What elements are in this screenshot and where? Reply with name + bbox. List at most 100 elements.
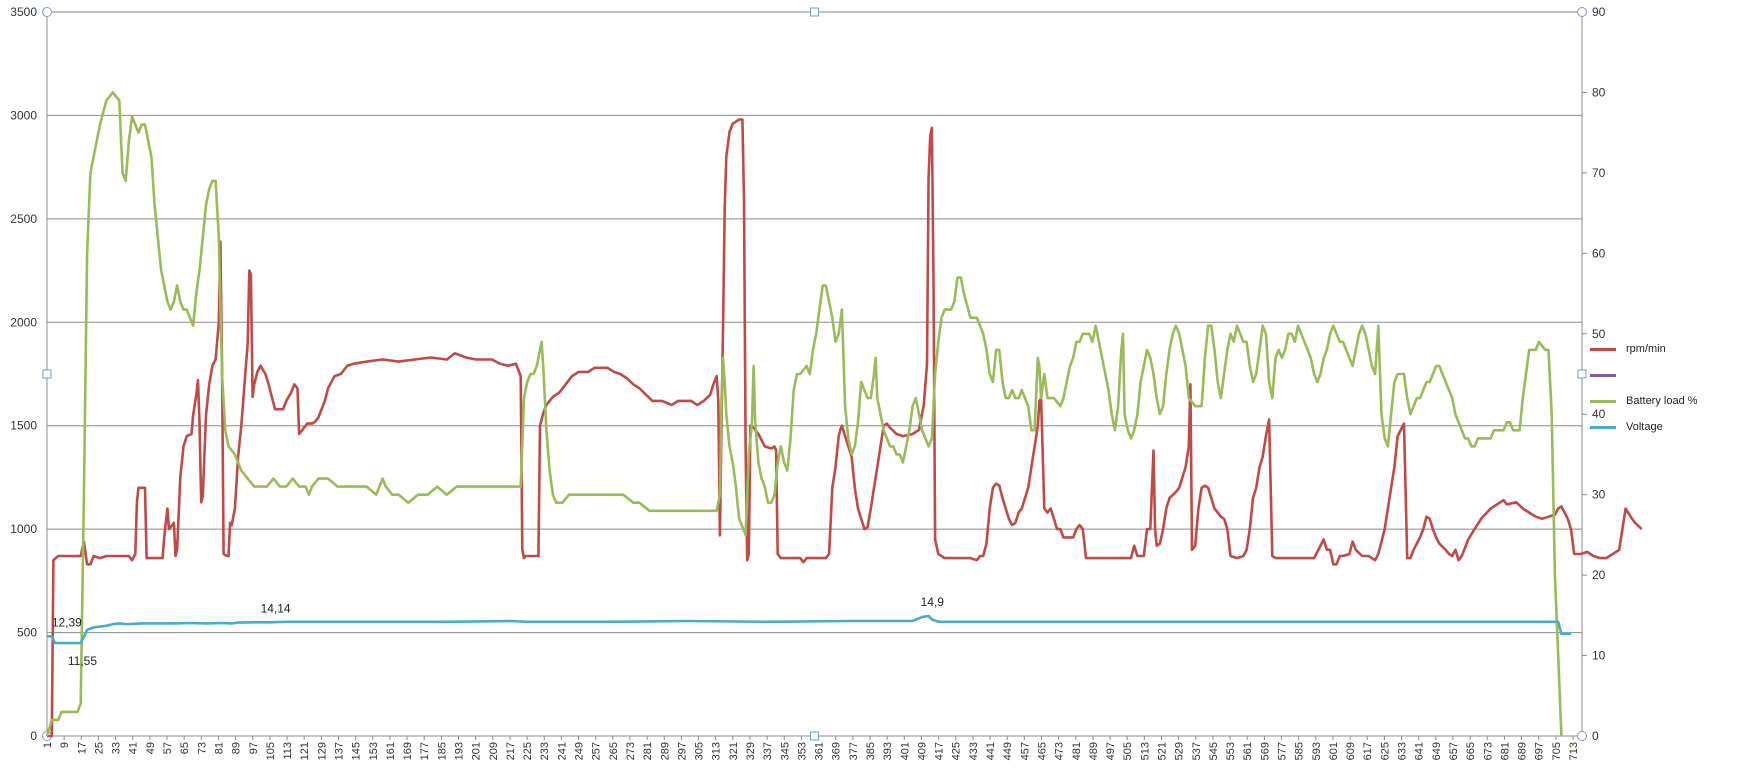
chart-edge-handle bbox=[1577, 369, 1587, 379]
x-tick-label: 545 bbox=[1208, 742, 1220, 760]
x-tick-label: 297 bbox=[676, 742, 688, 760]
x-tick-label: 281 bbox=[642, 742, 654, 760]
x-tick-label: 353 bbox=[796, 742, 808, 760]
x-tick-label: 145 bbox=[351, 742, 363, 760]
x-tick-label: 489 bbox=[1088, 742, 1100, 760]
x-tick-label: 657 bbox=[1448, 742, 1460, 760]
x-tick-label: 601 bbox=[1328, 742, 1340, 760]
x-tick-label: 329 bbox=[745, 742, 757, 760]
x-tick-label: 185 bbox=[436, 742, 448, 760]
x-tick-label: 9 bbox=[59, 742, 71, 748]
x-tick-label: 249 bbox=[574, 742, 586, 760]
y-right-tick-label: 20 bbox=[1592, 568, 1606, 582]
chart-corner-handle bbox=[1577, 7, 1587, 17]
x-tick-label: 233 bbox=[539, 742, 551, 760]
y-right-tick-label: 0 bbox=[1592, 729, 1599, 743]
x-tick-label: 393 bbox=[882, 742, 894, 760]
x-tick-label: 73 bbox=[196, 742, 208, 754]
x-tick-label: 65 bbox=[179, 742, 191, 754]
x-tick-label: 425 bbox=[951, 742, 963, 760]
x-tick-label: 337 bbox=[762, 742, 774, 760]
x-tick-label: 177 bbox=[419, 742, 431, 760]
x-tick-label: 41 bbox=[128, 742, 140, 754]
legend-swatch bbox=[1590, 373, 1616, 377]
x-tick-label: 497 bbox=[1105, 742, 1117, 760]
x-tick-label: 89 bbox=[231, 742, 243, 754]
legend-label: rpm/min bbox=[1626, 343, 1666, 355]
y-left-tick-label: 3000 bbox=[10, 108, 37, 122]
x-tick-label: 697 bbox=[1534, 742, 1546, 760]
legend-label: Voltage bbox=[1626, 421, 1663, 433]
x-tick-label: 257 bbox=[591, 742, 603, 760]
x-tick-label: 361 bbox=[814, 742, 826, 760]
series-line-voltage bbox=[47, 614, 1571, 645]
y-left-tick-label: 0 bbox=[30, 729, 37, 743]
x-tick-label: 465 bbox=[1036, 742, 1048, 760]
y-left-tick-label: 2000 bbox=[10, 315, 37, 329]
series-line-battery-load bbox=[45, 91, 1563, 737]
x-tick-label: 617 bbox=[1362, 742, 1374, 760]
x-tick-label: 345 bbox=[779, 742, 791, 760]
x-tick-label: 17 bbox=[76, 742, 88, 754]
x-tick-label: 633 bbox=[1397, 742, 1409, 760]
data-label: 11,55 bbox=[68, 654, 97, 668]
x-tick-label: 105 bbox=[265, 742, 277, 760]
x-tick-label: 25 bbox=[93, 742, 105, 754]
x-tick-label: 553 bbox=[1225, 742, 1237, 760]
x-tick-label: 593 bbox=[1311, 742, 1323, 760]
x-tick-label: 713 bbox=[1568, 742, 1580, 760]
x-tick-label: 209 bbox=[488, 742, 500, 760]
y-right-tick-label: 30 bbox=[1592, 488, 1606, 502]
x-tick-label: 649 bbox=[1431, 742, 1443, 760]
y-left-tick-label: 500 bbox=[17, 626, 37, 640]
x-tick-label: 97 bbox=[248, 742, 260, 754]
legend-item: Voltage bbox=[1590, 414, 1698, 440]
x-tick-label: 665 bbox=[1465, 742, 1477, 760]
y-right-tick-label: 80 bbox=[1592, 85, 1606, 99]
x-tick-label: 537 bbox=[1191, 742, 1203, 760]
x-tick-label: 457 bbox=[1019, 742, 1031, 760]
x-tick-label: 473 bbox=[1054, 742, 1066, 760]
legend-item bbox=[1590, 362, 1698, 388]
legend-item: Battery load % bbox=[1590, 388, 1698, 414]
x-tick-label: 201 bbox=[471, 742, 483, 760]
legend-label: Battery load % bbox=[1626, 395, 1698, 407]
x-tick-label: 113 bbox=[282, 742, 294, 760]
chart-corner-handle bbox=[42, 7, 52, 17]
x-tick-label: 193 bbox=[454, 742, 466, 760]
x-tick-label: 121 bbox=[299, 742, 311, 760]
x-tick-label: 289 bbox=[659, 742, 671, 760]
x-tick-label: 385 bbox=[865, 742, 877, 760]
x-tick-label: 241 bbox=[556, 742, 568, 760]
x-tick-label: 81 bbox=[213, 742, 225, 754]
x-tick-label: 305 bbox=[694, 742, 706, 760]
legend-swatch bbox=[1590, 347, 1616, 351]
x-tick-label: 577 bbox=[1277, 742, 1289, 760]
y-right-tick-label: 40 bbox=[1592, 407, 1606, 421]
x-tick-label: 265 bbox=[608, 742, 620, 760]
x-tick-label: 625 bbox=[1379, 742, 1391, 760]
y-left-tick-label: 1000 bbox=[10, 522, 37, 536]
x-tick-label: 401 bbox=[899, 742, 911, 760]
annotation-layer: 12,39 11,55 14,14 14,9 bbox=[52, 595, 944, 668]
x-tick-label: 641 bbox=[1414, 742, 1426, 760]
x-tick-label: 681 bbox=[1499, 742, 1511, 760]
x-tick-label: 49 bbox=[145, 742, 157, 754]
chart-edge-handle bbox=[810, 731, 819, 741]
x-tick-label: 225 bbox=[522, 742, 534, 760]
x-tick-label: 417 bbox=[934, 742, 946, 760]
x-tick-label: 513 bbox=[1139, 742, 1151, 760]
y-right-tick-label: 50 bbox=[1592, 327, 1606, 341]
x-tick-label: 561 bbox=[1242, 742, 1254, 760]
plot-area bbox=[46, 11, 1583, 737]
x-tick-label: 409 bbox=[916, 742, 928, 760]
y-left-tick-label: 3500 bbox=[10, 5, 37, 19]
x-tick-label: 689 bbox=[1517, 742, 1529, 760]
data-label: 12,39 bbox=[52, 615, 82, 629]
x-tick-label: 1 bbox=[42, 742, 54, 748]
x-tick-label: 129 bbox=[316, 742, 328, 760]
y-right-tick-label: 60 bbox=[1592, 246, 1606, 260]
x-tick-label: 609 bbox=[1345, 742, 1357, 760]
x-tick-label: 433 bbox=[968, 742, 980, 760]
x-tick-label: 273 bbox=[625, 742, 637, 760]
